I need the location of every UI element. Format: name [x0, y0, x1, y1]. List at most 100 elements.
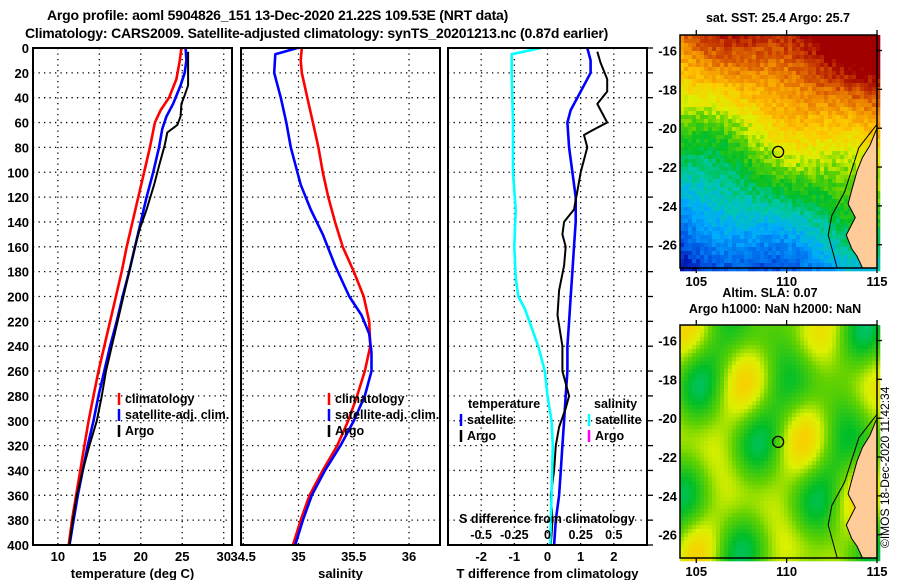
map-cell — [776, 207, 781, 212]
map-cell — [800, 445, 805, 450]
map-cell — [828, 203, 833, 208]
map-cell — [808, 361, 813, 366]
map-cell — [700, 425, 705, 430]
map-cell — [800, 397, 805, 402]
map-cell — [808, 425, 813, 430]
map-cell — [800, 67, 805, 72]
map-cell — [696, 255, 701, 260]
map-cell — [820, 107, 825, 112]
map-cell — [808, 51, 813, 56]
map-cell — [696, 397, 701, 402]
map-cell — [688, 51, 693, 56]
map-cell — [696, 433, 701, 438]
map-cell — [784, 381, 789, 386]
map-cell — [836, 235, 841, 240]
map-cell — [736, 333, 741, 338]
map-cell — [772, 441, 777, 446]
map-cell — [684, 95, 689, 100]
map-cell — [852, 59, 857, 64]
map-cell — [824, 247, 829, 252]
map-cell — [804, 123, 809, 128]
map-cell — [700, 191, 705, 196]
map-cell — [688, 259, 693, 264]
map-cell — [704, 147, 709, 152]
map-cell — [708, 227, 713, 232]
map-cell — [824, 441, 829, 446]
map-cell — [804, 147, 809, 152]
map-cell — [784, 421, 789, 426]
map-cell — [864, 123, 869, 128]
map-cell — [704, 167, 709, 172]
map-cell — [740, 199, 745, 204]
map-cell — [812, 413, 817, 418]
map-cell — [728, 187, 733, 192]
map-cell — [832, 341, 837, 346]
map-cell — [740, 353, 745, 358]
map-cell — [824, 99, 829, 104]
map-cell — [812, 191, 817, 196]
map-cell — [680, 445, 685, 450]
map-cell — [684, 267, 689, 272]
map-cell — [696, 55, 701, 60]
y-tick-label: 280 — [7, 389, 29, 404]
map-cell — [740, 191, 745, 196]
map-cell — [788, 385, 793, 390]
map-cell — [732, 199, 737, 204]
map-cell — [848, 381, 853, 386]
map-cell — [828, 345, 833, 350]
map-cell — [696, 99, 701, 104]
map-cell — [696, 457, 701, 462]
map-cell — [856, 333, 861, 338]
map-cell — [840, 437, 845, 442]
map-cell — [784, 59, 789, 64]
map-cell — [724, 155, 729, 160]
map-cell — [684, 239, 689, 244]
map-cell — [692, 151, 697, 156]
map-cell — [788, 35, 793, 40]
map-cell — [756, 349, 761, 354]
map-cell — [796, 433, 801, 438]
map-cell — [848, 417, 853, 422]
map-cell — [760, 429, 765, 434]
map-cell — [744, 369, 749, 374]
map-cell — [808, 263, 813, 268]
map-cell — [708, 195, 713, 200]
map-cell — [792, 235, 797, 240]
map-cell — [848, 353, 853, 358]
map-cell — [776, 43, 781, 48]
y-tick-label: 140 — [7, 215, 29, 230]
map-cell — [772, 147, 777, 152]
map-cell — [864, 373, 869, 378]
map-cell — [804, 223, 809, 228]
map-cell — [736, 195, 741, 200]
map-cell — [704, 63, 709, 68]
map-cell — [680, 171, 685, 176]
map-cell — [752, 131, 757, 136]
map-cell — [864, 127, 869, 132]
map-cell — [692, 345, 697, 350]
map-cell — [840, 95, 845, 100]
map-cell — [760, 91, 765, 96]
map-cell — [680, 465, 685, 470]
map-cell — [700, 35, 705, 40]
map-cell — [716, 385, 721, 390]
map-cell — [828, 247, 833, 252]
map-cell — [848, 147, 853, 152]
map-cell — [688, 203, 693, 208]
map-cell — [800, 139, 805, 144]
map-cell — [752, 401, 757, 406]
map-cell — [768, 183, 773, 188]
map-cell — [724, 83, 729, 88]
map-cell — [804, 95, 809, 100]
map-cell — [684, 425, 689, 430]
x2-tick-label: -0.5 — [470, 528, 492, 542]
map-cell — [756, 199, 761, 204]
map-cell — [756, 329, 761, 334]
map-cell — [776, 235, 781, 240]
map-cell — [828, 87, 833, 92]
map-cell — [804, 139, 809, 144]
map-cell — [788, 397, 793, 402]
map-cell — [684, 401, 689, 406]
map-cell — [804, 421, 809, 426]
map-cell — [720, 373, 725, 378]
